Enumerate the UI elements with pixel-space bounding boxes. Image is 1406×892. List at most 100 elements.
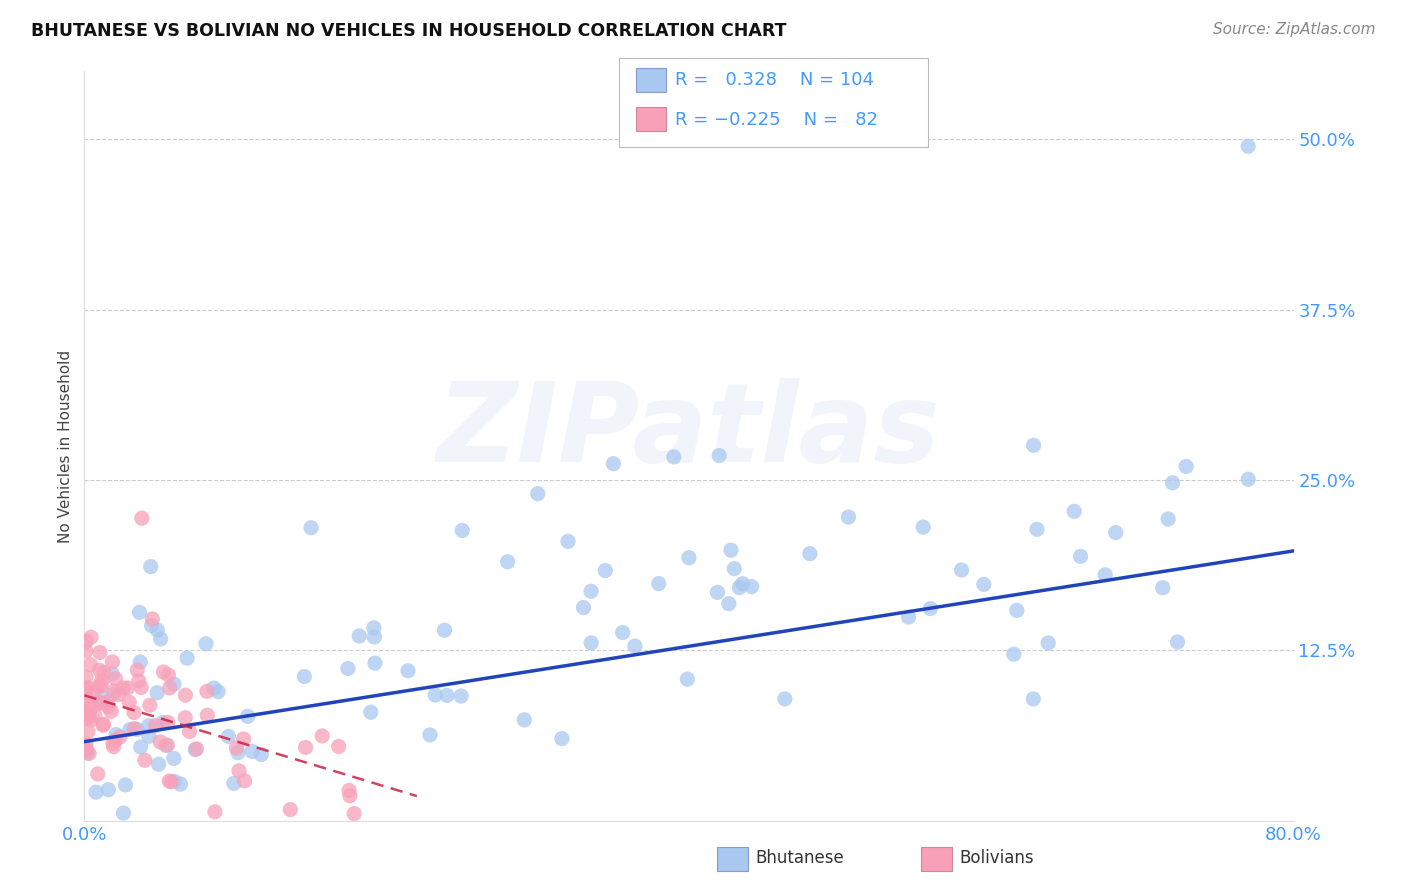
Point	[138, 719, 160, 733]
Point	[149, 735, 172, 749]
Point	[1105, 525, 1128, 540]
Point	[1167, 635, 1189, 649]
Point	[139, 698, 162, 713]
Point	[75, 670, 97, 684]
Point	[706, 585, 728, 599]
Point	[232, 731, 254, 746]
Point	[131, 511, 153, 525]
Point	[77, 681, 100, 695]
Point	[97, 782, 120, 797]
Point	[80, 630, 103, 644]
Point	[101, 736, 124, 750]
Point	[195, 637, 218, 651]
Point	[551, 731, 574, 746]
Point	[145, 718, 167, 732]
Point	[572, 600, 595, 615]
Point	[202, 681, 225, 695]
Point	[709, 449, 731, 463]
Point	[1069, 549, 1091, 564]
Point	[717, 597, 740, 611]
Point	[90, 679, 112, 693]
Point	[148, 757, 170, 772]
Point	[1002, 647, 1025, 661]
Point	[117, 681, 139, 695]
Point	[226, 746, 249, 760]
Point	[299, 521, 322, 535]
Point	[156, 715, 179, 730]
Point	[122, 706, 145, 720]
Point	[129, 739, 152, 754]
Point	[328, 739, 350, 754]
Point	[146, 623, 169, 637]
Point	[527, 486, 550, 500]
Point	[129, 681, 152, 695]
Text: BHUTANESE VS BOLIVIAN NO VEHICLES IN HOUSEHOLD CORRELATION CHART: BHUTANESE VS BOLIVIAN NO VEHICLES IN HOU…	[31, 22, 786, 40]
Point	[160, 774, 183, 789]
Point	[337, 783, 360, 797]
Point	[146, 686, 169, 700]
Point	[125, 723, 148, 737]
Point	[311, 729, 333, 743]
Point	[240, 744, 263, 758]
Point	[363, 621, 385, 635]
Point	[75, 742, 97, 756]
Point	[250, 747, 273, 762]
Point	[451, 524, 474, 538]
Point	[343, 806, 366, 821]
Point	[128, 673, 150, 688]
Text: R = −0.225    N =   82: R = −0.225 N = 82	[675, 111, 877, 128]
Point	[75, 644, 97, 658]
Point	[217, 730, 239, 744]
Point	[419, 728, 441, 742]
Point	[278, 803, 301, 817]
Point	[77, 706, 100, 721]
Point	[159, 681, 181, 695]
Point	[122, 722, 145, 736]
Point	[101, 655, 124, 669]
Point	[236, 709, 259, 723]
Point	[82, 684, 104, 698]
Point	[425, 688, 447, 702]
Point	[195, 708, 218, 723]
Point	[93, 665, 115, 680]
Point	[76, 746, 98, 760]
Point	[97, 700, 120, 714]
Point	[184, 742, 207, 756]
Point	[157, 774, 180, 789]
Point	[156, 738, 179, 752]
Point	[450, 689, 472, 703]
Point	[90, 690, 112, 704]
Point	[1022, 692, 1045, 706]
Point	[114, 778, 136, 792]
Point	[612, 625, 634, 640]
Point	[104, 733, 127, 747]
Text: Source: ZipAtlas.com: Source: ZipAtlas.com	[1212, 22, 1375, 37]
Point	[89, 663, 111, 677]
Point	[1157, 512, 1180, 526]
Point	[676, 672, 699, 686]
Point	[396, 664, 419, 678]
Point	[225, 741, 247, 756]
Point	[155, 739, 177, 753]
Point	[1161, 475, 1184, 490]
Point	[1026, 522, 1049, 536]
Point	[103, 687, 125, 701]
Point	[127, 663, 149, 677]
Point	[176, 651, 198, 665]
Point	[1152, 581, 1174, 595]
Point	[141, 618, 163, 632]
Point	[163, 774, 186, 789]
Point	[87, 767, 110, 781]
Point	[174, 688, 197, 702]
Point	[91, 718, 114, 732]
Point	[1022, 438, 1045, 452]
Y-axis label: No Vehicles in Household: No Vehicles in Household	[58, 350, 73, 542]
Text: Bolivians: Bolivians	[959, 849, 1033, 867]
Point	[75, 737, 97, 751]
Point	[186, 742, 208, 756]
Point	[101, 666, 124, 681]
Point	[152, 715, 174, 730]
Point	[513, 713, 536, 727]
Point	[728, 581, 751, 595]
Point	[96, 695, 118, 709]
